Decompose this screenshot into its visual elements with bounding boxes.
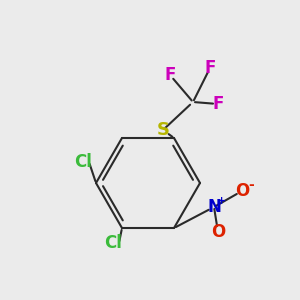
Text: F: F: [204, 59, 216, 77]
Text: O: O: [235, 182, 249, 200]
Text: -: -: [248, 178, 254, 192]
Text: Cl: Cl: [74, 153, 92, 171]
Text: F: F: [164, 66, 176, 84]
Text: Cl: Cl: [104, 234, 122, 252]
Text: S: S: [157, 121, 169, 139]
Text: N: N: [207, 198, 221, 216]
Text: +: +: [216, 196, 226, 206]
Text: F: F: [212, 95, 224, 113]
Text: O: O: [211, 223, 225, 241]
